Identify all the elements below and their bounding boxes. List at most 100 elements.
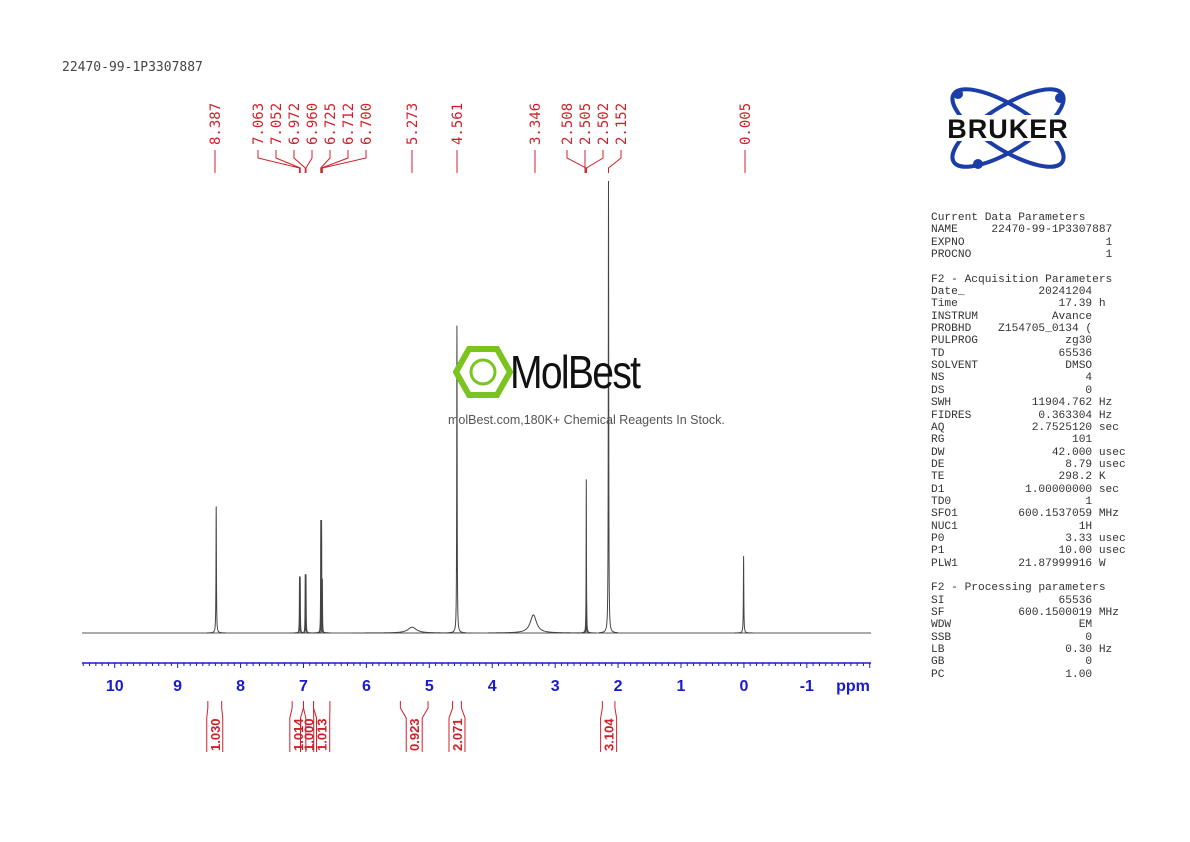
parameter-line: NS 4 bbox=[931, 372, 1093, 385]
sample-title: 22470-99-1P3307887 bbox=[62, 60, 203, 75]
peak bbox=[206, 506, 226, 634]
parameter-line: SOLVENT DMSO bbox=[931, 360, 1093, 373]
integral-value: 1.014 bbox=[291, 718, 306, 751]
peak-label: 3.346 bbox=[528, 103, 544, 145]
peak-label: 6.972 bbox=[287, 103, 303, 145]
integral-value: 3.104 bbox=[602, 718, 617, 751]
x-tick-label: 3 bbox=[551, 678, 560, 695]
parameter-line: P0 3.33 usec bbox=[931, 532, 1126, 545]
parameter-line: SFO1 600.1537059 MHz bbox=[931, 508, 1119, 521]
peak-label-leader bbox=[320, 150, 331, 173]
parameter-line: Date_ 20241204 bbox=[931, 286, 1093, 299]
integral-value: 1.013 bbox=[315, 718, 330, 751]
bruker-logo-text: BRUKER bbox=[947, 114, 1069, 144]
peak-label: 7.063 bbox=[251, 103, 267, 145]
spectrum-trace bbox=[82, 180, 871, 634]
parameter-line: F2 - Processing parameters bbox=[931, 582, 1106, 595]
parameter-line: TD0 1 bbox=[931, 495, 1093, 508]
peak-label: 6.960 bbox=[305, 103, 321, 145]
peak-label-leader bbox=[321, 150, 367, 173]
acquisition-parameters: Current Data Parameters NAME 22470-99-1P3… bbox=[931, 212, 1126, 681]
peak-label-leader bbox=[566, 150, 587, 173]
peak-label: 6.712 bbox=[341, 103, 357, 145]
parameter-line: INSTRUM Avance bbox=[931, 310, 1093, 323]
integral-value: 1.030 bbox=[208, 718, 223, 751]
logo-electron-icon bbox=[953, 89, 963, 99]
parameter-line: GB 0 bbox=[931, 656, 1093, 669]
peak-label: 2.152 bbox=[614, 103, 630, 145]
parameter-line: EXPNO 1 bbox=[931, 236, 1113, 249]
parameter-line: AQ 2.7525120 sec bbox=[931, 421, 1119, 434]
x-tick-label: 4 bbox=[488, 678, 497, 695]
parameter-line: NAME 22470-99-1P3307887 bbox=[931, 224, 1113, 237]
x-tick-label: -1 bbox=[800, 678, 814, 695]
peak-label-leader bbox=[275, 150, 301, 173]
peak-label: 2.508 bbox=[560, 103, 576, 145]
parameter-line: PLW1 21.87999916 W bbox=[931, 557, 1106, 570]
peak bbox=[488, 614, 579, 634]
integral-bracket bbox=[206, 701, 209, 752]
peak-label-leader bbox=[257, 150, 301, 173]
peak-label: 2.505 bbox=[578, 103, 594, 145]
parameter-line: D1 1.00000000 sec bbox=[931, 483, 1119, 496]
parameter-line: SI 65536 bbox=[931, 594, 1093, 607]
parameter-line bbox=[931, 261, 1126, 273]
parameter-line: DW 42.000 usec bbox=[931, 446, 1126, 459]
x-tick-label: 2 bbox=[614, 678, 623, 695]
parameter-line: NUC1 1H bbox=[931, 520, 1093, 533]
parameter-line: TD 65536 bbox=[931, 347, 1093, 360]
integral-value: 2.071 bbox=[450, 718, 465, 751]
parameter-line: PC 1.00 bbox=[931, 668, 1093, 681]
x-axis: 10 9 8 7 6 5 4 3 2 1 0 -1 ppm bbox=[82, 662, 871, 695]
benzene-logo-icon bbox=[453, 346, 513, 398]
x-tick-label: 9 bbox=[173, 678, 182, 695]
x-axis-label: ppm bbox=[836, 678, 870, 695]
peak bbox=[734, 556, 754, 634]
logo-electron-icon bbox=[973, 159, 983, 169]
peak-label: 4.561 bbox=[450, 103, 466, 145]
logo-electron-icon bbox=[1055, 93, 1065, 103]
integral-bracket bbox=[289, 701, 293, 752]
watermark-tagline: molBest.com,180K+ Chemical Reagents In S… bbox=[448, 413, 725, 427]
peak-label-leader bbox=[321, 150, 349, 173]
x-tick-label: 6 bbox=[362, 678, 371, 695]
integral-value: 1.000 bbox=[302, 718, 317, 751]
parameter-line: PROCNO 1 bbox=[931, 249, 1113, 262]
peak bbox=[312, 578, 332, 634]
integral-bracket bbox=[421, 701, 429, 752]
x-tick-label: 0 bbox=[739, 678, 748, 695]
parameter-line: SSB 0 bbox=[931, 631, 1093, 644]
integral-bracket bbox=[460, 701, 466, 752]
peak bbox=[447, 325, 467, 634]
peak bbox=[599, 180, 618, 634]
integral-bracket bbox=[600, 701, 603, 752]
integral-bracket bbox=[399, 701, 407, 752]
peak-label: 2.502 bbox=[596, 103, 612, 145]
parameter-line: SWH 11904.762 Hz bbox=[931, 397, 1113, 410]
peak bbox=[577, 596, 596, 634]
peak-label: 6.725 bbox=[323, 103, 339, 145]
parameter-line: P1 10.00 usec bbox=[931, 545, 1126, 558]
parameter-line: DS 0 bbox=[931, 384, 1093, 397]
peak-label: 5.273 bbox=[405, 103, 421, 145]
parameter-line: Current Data Parameters bbox=[931, 212, 1086, 224]
integral-bracket bbox=[614, 701, 618, 752]
parameter-line: Time 17.39 h bbox=[931, 298, 1106, 311]
peak-label-leader bbox=[293, 150, 306, 173]
parameter-line: PROBHD Z154705_0134 ( bbox=[931, 323, 1093, 336]
parameter-line: LB 0.30 Hz bbox=[931, 644, 1113, 657]
parameter-line: WDW EM bbox=[931, 619, 1093, 632]
peak-label: 6.700 bbox=[359, 103, 375, 145]
parameter-line bbox=[931, 570, 1126, 582]
integral-value: 0.923 bbox=[407, 718, 422, 751]
peak-label: 0.005 bbox=[738, 103, 754, 145]
parameter-line: DE 8.79 usec bbox=[931, 458, 1126, 471]
parameter-line: SF 600.1500019 MHz bbox=[931, 607, 1119, 619]
peak bbox=[351, 626, 473, 634]
integral-bracket bbox=[448, 701, 454, 752]
x-tick-label: 1 bbox=[677, 678, 686, 695]
peak-label-leader bbox=[585, 150, 604, 173]
peak-label: 7.052 bbox=[269, 103, 285, 145]
